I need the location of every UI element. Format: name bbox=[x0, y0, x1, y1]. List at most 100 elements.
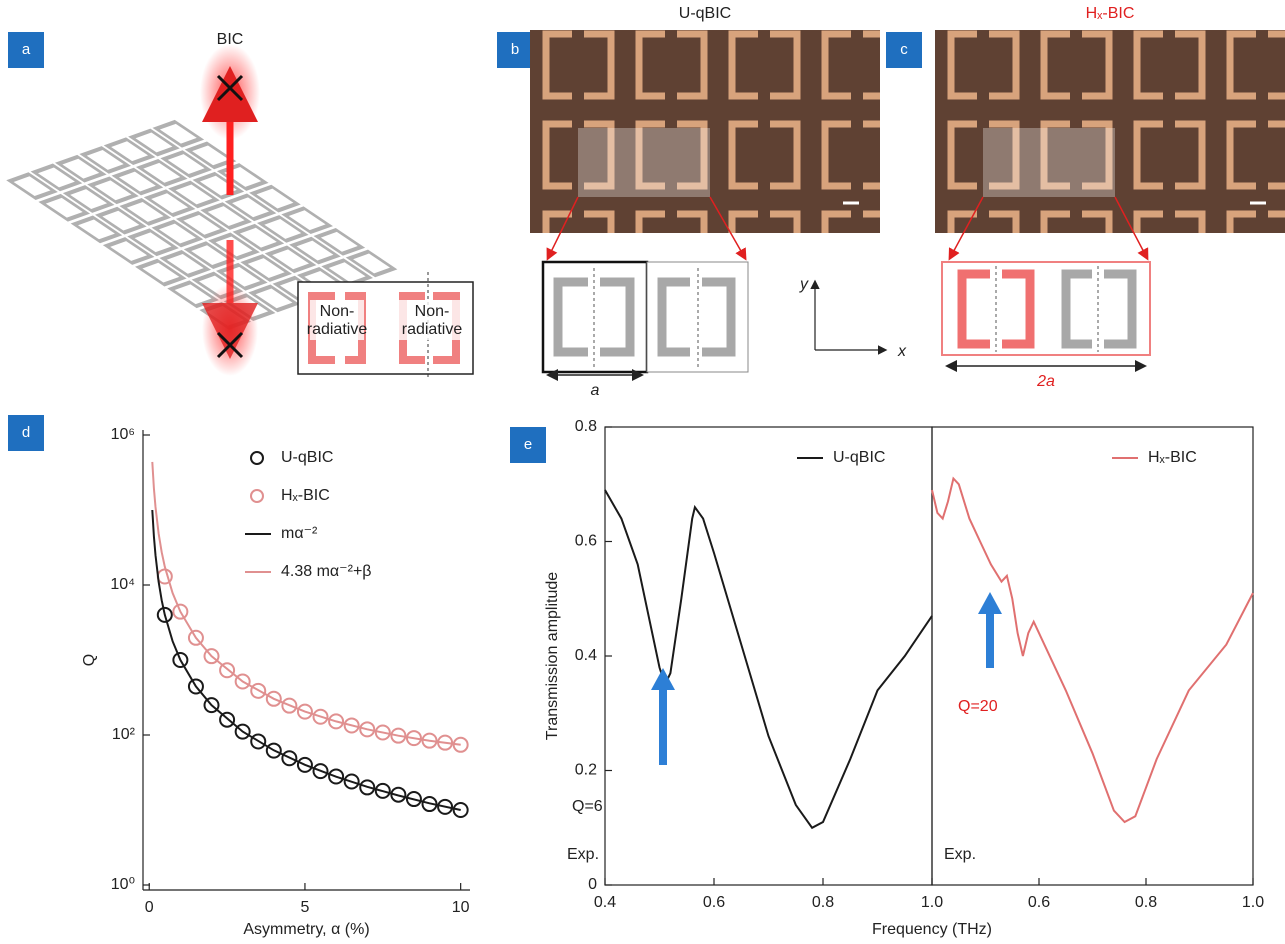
meta-atom bbox=[228, 195, 272, 219]
meta-atom bbox=[83, 148, 127, 172]
y-tick-label: 0.8 bbox=[575, 418, 597, 435]
y-tick-label: 0.2 bbox=[575, 762, 597, 779]
series-line bbox=[152, 462, 460, 745]
meta-atom bbox=[253, 187, 297, 211]
x-axis-label: Frequency (THz) bbox=[872, 921, 992, 938]
meta-atom bbox=[164, 152, 208, 176]
meta-atom bbox=[317, 230, 361, 254]
y-tick-label: 10⁶ bbox=[111, 426, 135, 443]
axis-name: y bbox=[799, 276, 809, 293]
legend-label: 4.38 mα⁻²+β bbox=[281, 563, 371, 580]
meta-atom bbox=[155, 222, 199, 246]
inset-label: radiative bbox=[402, 321, 463, 338]
legend-label: U-qBIC bbox=[281, 449, 333, 466]
x-axis-label: Asymmetry, α (%) bbox=[243, 921, 369, 938]
annotation: Exp. bbox=[567, 846, 599, 863]
x-tick-label: 0.6 bbox=[1028, 894, 1050, 911]
x-tick-label: 0.6 bbox=[703, 894, 725, 911]
meta-atom bbox=[42, 196, 86, 220]
annotation: Q=20 bbox=[958, 698, 998, 715]
plot-frame bbox=[605, 427, 932, 885]
inset-label: Non- bbox=[415, 303, 450, 320]
meta-atom bbox=[10, 174, 54, 198]
figure: a b c d e BIC Non- radiative Non- radiat… bbox=[0, 0, 1285, 944]
meta-atom bbox=[196, 174, 240, 198]
x-tick-label: 10 bbox=[452, 899, 470, 916]
meta-atom bbox=[123, 200, 167, 224]
legend-symbol bbox=[251, 452, 263, 464]
meta-atom bbox=[212, 235, 256, 259]
highlight bbox=[578, 128, 710, 197]
x-tick-label: 0.8 bbox=[1135, 894, 1157, 911]
y-axis-label: Q bbox=[81, 654, 98, 666]
pointer-head bbox=[978, 592, 1002, 614]
series-line bbox=[152, 510, 460, 810]
highlight bbox=[983, 128, 1115, 197]
panel-label: d bbox=[22, 424, 30, 441]
legend-symbol bbox=[251, 490, 263, 502]
panel-label: b bbox=[511, 41, 519, 58]
meta-atom bbox=[285, 208, 329, 232]
meta-atom bbox=[244, 256, 288, 280]
meta-atom bbox=[172, 183, 216, 207]
legend-label: mα⁻² bbox=[281, 525, 318, 542]
meta-atom bbox=[163, 252, 207, 276]
meta-atom bbox=[156, 122, 200, 146]
legend-label: U-qBIC bbox=[833, 449, 885, 466]
annotation: Q=6 bbox=[572, 798, 603, 815]
meta-atom bbox=[91, 178, 135, 202]
inset-label: radiative bbox=[307, 321, 368, 338]
x-tick-label: 5 bbox=[300, 899, 309, 916]
meta-atom bbox=[236, 226, 280, 250]
meta-atom bbox=[180, 213, 224, 237]
dimension-label: a bbox=[591, 382, 600, 399]
x-tick-label: 1.0 bbox=[1242, 894, 1264, 911]
panel-b: U-qBIC a y x bbox=[530, 5, 907, 399]
annotation: Exp. bbox=[944, 846, 976, 863]
panel-c: Hₓ-BIC 2a bbox=[935, 5, 1285, 390]
legend-label: Hₓ-BIC bbox=[1148, 449, 1197, 466]
y-tick-label: 0 bbox=[588, 876, 597, 893]
series-line bbox=[932, 479, 1253, 823]
meta-atom bbox=[204, 204, 248, 228]
bic-title: BIC bbox=[217, 31, 244, 48]
meta-atom bbox=[293, 239, 337, 263]
series-line bbox=[605, 490, 932, 828]
dimension-label: 2a bbox=[1036, 373, 1055, 390]
meta-atom bbox=[131, 230, 175, 254]
x-tick-label: 1.0 bbox=[921, 894, 943, 911]
meta-atom bbox=[132, 131, 176, 155]
axis-name: x bbox=[897, 343, 907, 360]
x-tick-label: 0.8 bbox=[812, 894, 834, 911]
panel-label: a bbox=[22, 41, 31, 58]
y-tick-label: 0.4 bbox=[575, 647, 597, 664]
meta-atom bbox=[139, 261, 183, 285]
meta-atom bbox=[74, 218, 118, 242]
y-tick-label: 10⁴ bbox=[110, 576, 135, 593]
meta-atom bbox=[252, 287, 296, 311]
meta-atom bbox=[140, 161, 184, 185]
meta-atom bbox=[115, 170, 159, 194]
y-tick-label: 10⁰ bbox=[111, 876, 135, 893]
meta-atom bbox=[107, 239, 151, 263]
y-axis-label: Transmission amplitude bbox=[544, 572, 561, 740]
meta-atom bbox=[107, 139, 151, 163]
meta-atom bbox=[349, 252, 393, 276]
x-tick-label: 0 bbox=[145, 899, 154, 916]
meta-atom bbox=[188, 143, 232, 167]
panel-label: e bbox=[524, 436, 532, 453]
panel-a: BIC Non- radiative Non- radiative bbox=[10, 31, 473, 378]
plot-frame bbox=[932, 427, 1253, 885]
inset-label: Non- bbox=[320, 303, 355, 320]
panel-title: U-qBIC bbox=[679, 5, 731, 22]
y-tick-label: 0.6 bbox=[575, 533, 597, 550]
y-tick-label: 10² bbox=[112, 726, 136, 743]
meta-atom bbox=[147, 191, 191, 215]
panel-label: c bbox=[900, 41, 908, 58]
meta-atom bbox=[67, 187, 111, 211]
meta-atom bbox=[34, 166, 78, 190]
x-tick-label: 0.4 bbox=[594, 894, 616, 911]
meta-atom bbox=[261, 217, 305, 241]
legend-label: Hₓ-BIC bbox=[281, 487, 330, 504]
meta-atom bbox=[59, 157, 103, 181]
